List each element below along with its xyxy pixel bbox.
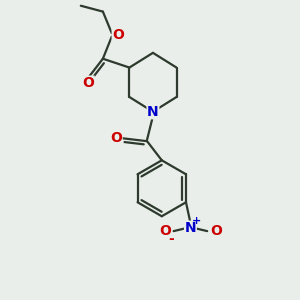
Text: O: O <box>82 76 94 90</box>
Text: +: + <box>192 216 202 226</box>
Text: N: N <box>184 221 196 235</box>
Text: O: O <box>110 131 122 145</box>
Text: -: - <box>168 232 174 246</box>
Text: O: O <box>112 28 124 42</box>
Text: O: O <box>210 224 222 238</box>
Text: O: O <box>159 224 171 238</box>
Text: N: N <box>147 105 159 119</box>
